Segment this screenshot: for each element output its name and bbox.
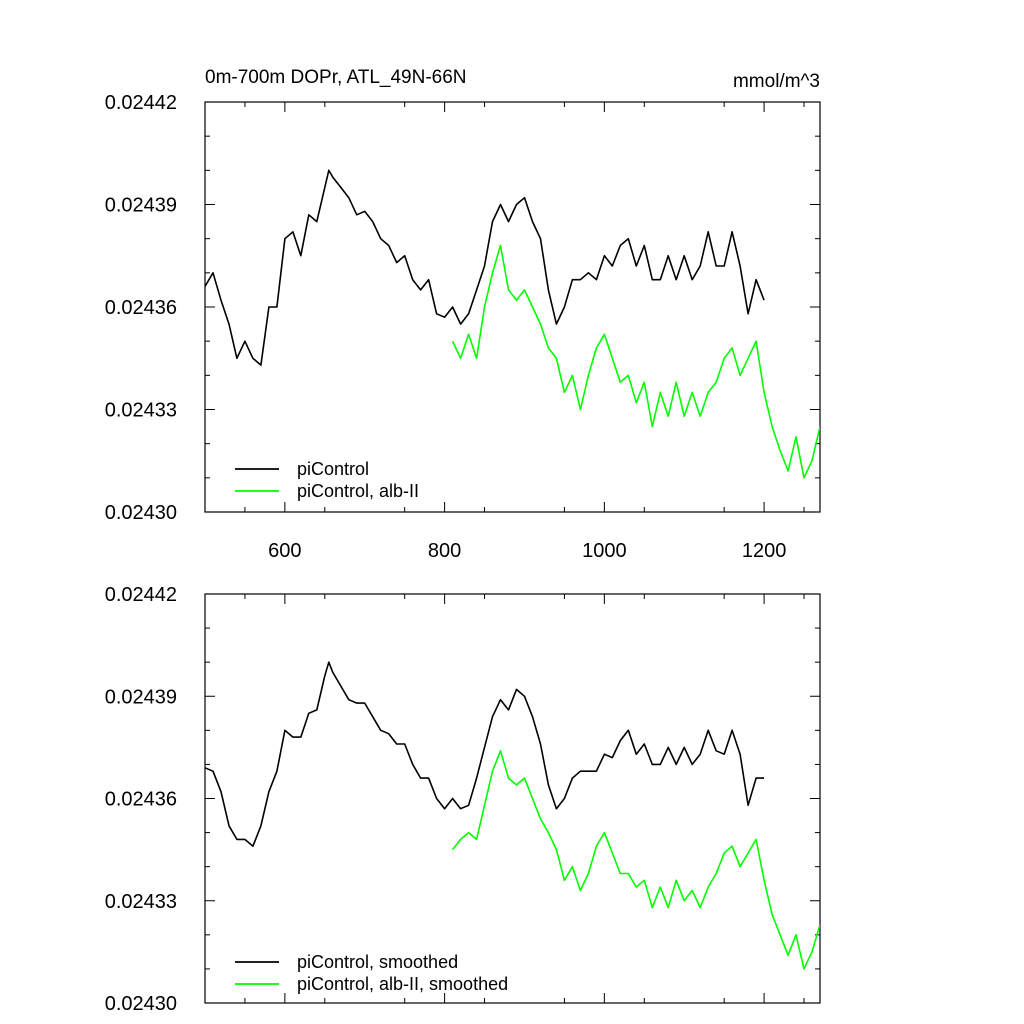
series-line-0: [205, 169, 765, 366]
x-tick-label: 600: [268, 540, 301, 562]
chart-title: 0m-700m DOPr, ATL_49N-66N: [205, 67, 467, 88]
units-label: mmol/m^3: [733, 71, 820, 92]
y-tick-label: 0.02430: [105, 993, 177, 1015]
x-tick-label: 1000: [582, 540, 627, 562]
legend-label: piControl, alb-II: [297, 481, 419, 501]
series-line-1: [451, 749, 820, 970]
legend-label: piControl, smoothed: [297, 952, 458, 972]
y-tick-label: 0.02430: [105, 502, 177, 524]
y-tick-label: 0.02439: [105, 195, 177, 217]
series-line-0: [205, 661, 765, 848]
y-tick-label: 0.02433: [105, 891, 177, 913]
y-tick-label: 0.02442: [105, 92, 177, 114]
legend-label: piControl, alb-II, smoothed: [297, 974, 508, 994]
x-tick-label: 800: [428, 540, 461, 562]
top-panel: 0.02430 0.02433 0.02436 0.02439 0.02442 600 80…: [105, 92, 821, 562]
legend-label: piControl: [297, 459, 369, 479]
y-tick-label: 0.02433: [105, 400, 177, 422]
x-tick-label: 1200: [742, 540, 787, 562]
y-tick-label: 0.02442: [105, 584, 177, 606]
y-tick-label: 0.02436: [105, 297, 177, 319]
y-tick-label: 0.02439: [105, 686, 177, 708]
y-tick-label: 0.02436: [105, 789, 177, 811]
plot-frame: [204, 593, 821, 1004]
series-line-1: [451, 244, 820, 479]
plot-frame: [204, 101, 821, 513]
bottom-panel: 0.02430 0.02433 0.02436 0.02439 0.02442 piCon…: [105, 584, 821, 1015]
